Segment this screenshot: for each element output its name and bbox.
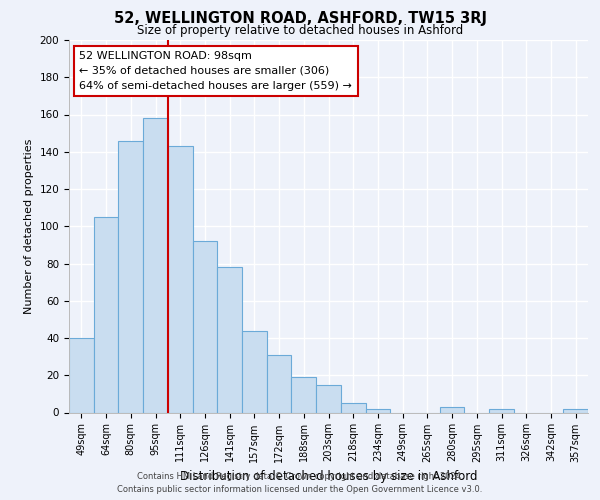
Bar [168, 146, 193, 412]
Text: 52 WELLINGTON ROAD: 98sqm
← 35% of detached houses are smaller (306)
64% of semi: 52 WELLINGTON ROAD: 98sqm ← 35% of detac… [79, 51, 352, 91]
Y-axis label: Number of detached properties: Number of detached properties [24, 138, 34, 314]
Bar [143, 118, 168, 412]
Bar [365, 409, 390, 412]
Bar [292, 377, 316, 412]
Bar [341, 403, 365, 412]
Bar [193, 241, 217, 412]
Bar [94, 217, 118, 412]
Bar [217, 267, 242, 412]
Text: 52, WELLINGTON ROAD, ASHFORD, TW15 3RJ: 52, WELLINGTON ROAD, ASHFORD, TW15 3RJ [113, 11, 487, 26]
X-axis label: Distribution of detached houses by size in Ashford: Distribution of detached houses by size … [180, 470, 477, 483]
Text: Size of property relative to detached houses in Ashford: Size of property relative to detached ho… [137, 24, 463, 37]
Bar [563, 409, 588, 412]
Bar [440, 407, 464, 412]
Bar [69, 338, 94, 412]
Text: Contains HM Land Registry data © Crown copyright and database right 2024.
Contai: Contains HM Land Registry data © Crown c… [118, 472, 482, 494]
Bar [316, 384, 341, 412]
Bar [489, 409, 514, 412]
Bar [267, 355, 292, 412]
Bar [118, 140, 143, 412]
Bar [242, 330, 267, 412]
